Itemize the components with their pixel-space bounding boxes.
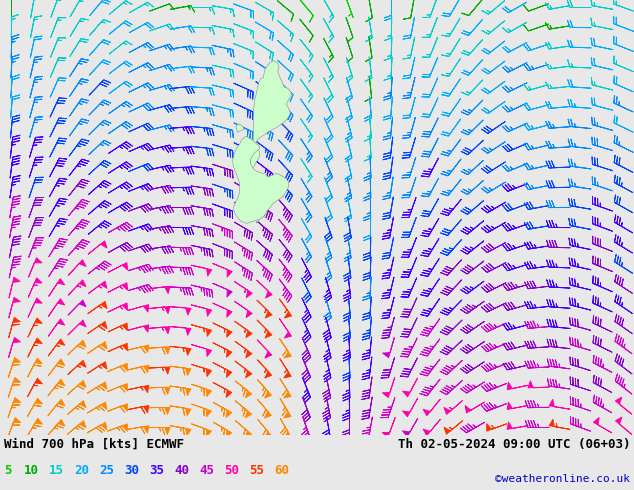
Text: 50: 50 bbox=[224, 464, 239, 477]
Text: Th 02-05-2024 09:00 UTC (06+03): Th 02-05-2024 09:00 UTC (06+03) bbox=[398, 438, 630, 451]
Text: 35: 35 bbox=[149, 464, 164, 477]
Text: 30: 30 bbox=[124, 464, 139, 477]
Text: 25: 25 bbox=[99, 464, 114, 477]
Text: ©weatheronline.co.uk: ©weatheronline.co.uk bbox=[495, 474, 630, 484]
Text: 40: 40 bbox=[174, 464, 189, 477]
Text: Wind 700 hPa [kts] ECMWF: Wind 700 hPa [kts] ECMWF bbox=[4, 438, 184, 451]
Text: 55: 55 bbox=[249, 464, 264, 477]
Text: 15: 15 bbox=[49, 464, 64, 477]
Text: 45: 45 bbox=[199, 464, 214, 477]
Polygon shape bbox=[236, 124, 244, 132]
Text: 20: 20 bbox=[74, 464, 89, 477]
Polygon shape bbox=[240, 61, 292, 223]
Polygon shape bbox=[233, 137, 288, 223]
Text: 60: 60 bbox=[274, 464, 289, 477]
Text: 10: 10 bbox=[24, 464, 39, 477]
Text: 5: 5 bbox=[4, 464, 11, 477]
